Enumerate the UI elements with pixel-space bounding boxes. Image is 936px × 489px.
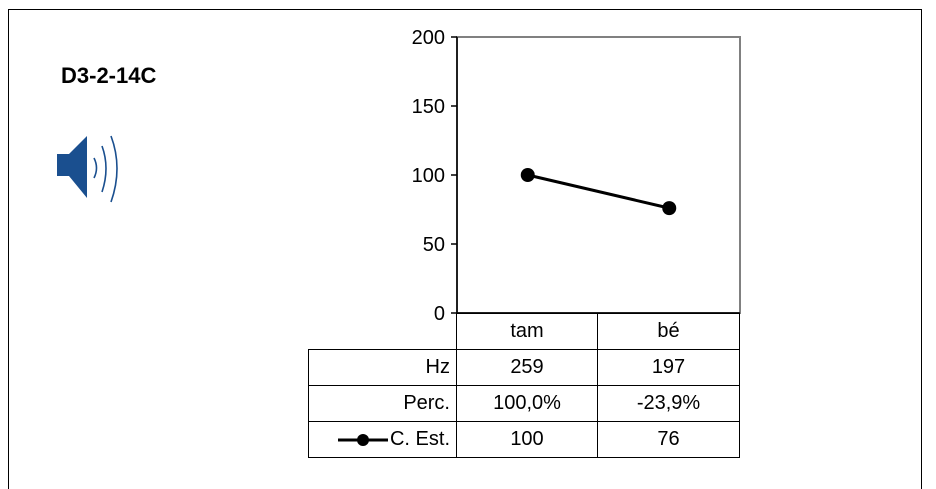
speaker-icon[interactable] xyxy=(57,132,147,212)
table-cell: 197 xyxy=(597,349,740,386)
series-line xyxy=(527,173,670,210)
table-cell: -23,9% xyxy=(597,385,740,422)
y-tick-label: 100 xyxy=(412,165,445,187)
table-cell: 259 xyxy=(456,349,598,386)
y-tick-label: 150 xyxy=(412,96,445,118)
data-point xyxy=(662,201,677,216)
y-tick-label: 50 xyxy=(423,234,445,256)
category-label: tam xyxy=(456,313,598,350)
table-corner xyxy=(308,313,457,350)
table-row: Perc. 100,0% -23,9% xyxy=(308,385,740,422)
table-cell: 100,0% xyxy=(456,385,598,422)
data-table: tam bé Hz 259 197 Perc. 100,0% -23,9% C.… xyxy=(308,313,740,458)
row-label-perc: Perc. xyxy=(308,385,457,422)
plot-area xyxy=(456,36,741,314)
row-label-hz: Hz xyxy=(308,349,457,386)
y-tick-label: 200 xyxy=(412,27,445,49)
figure-frame xyxy=(8,9,922,489)
legend-line-icon xyxy=(337,433,388,446)
category-label: bé xyxy=(597,313,740,350)
table-cell: 100 xyxy=(456,421,598,458)
table-cell: 76 xyxy=(597,421,740,458)
legend-label: C. Est. xyxy=(389,428,450,450)
table-row: Hz 259 197 xyxy=(308,349,740,386)
row-label-series: C. Est. xyxy=(308,421,457,458)
table-header-row: tam bé xyxy=(308,313,740,350)
table-row: C. Est. 100 76 xyxy=(308,421,740,458)
data-point xyxy=(520,168,535,182)
page-title: D3-2-14C xyxy=(61,63,157,88)
